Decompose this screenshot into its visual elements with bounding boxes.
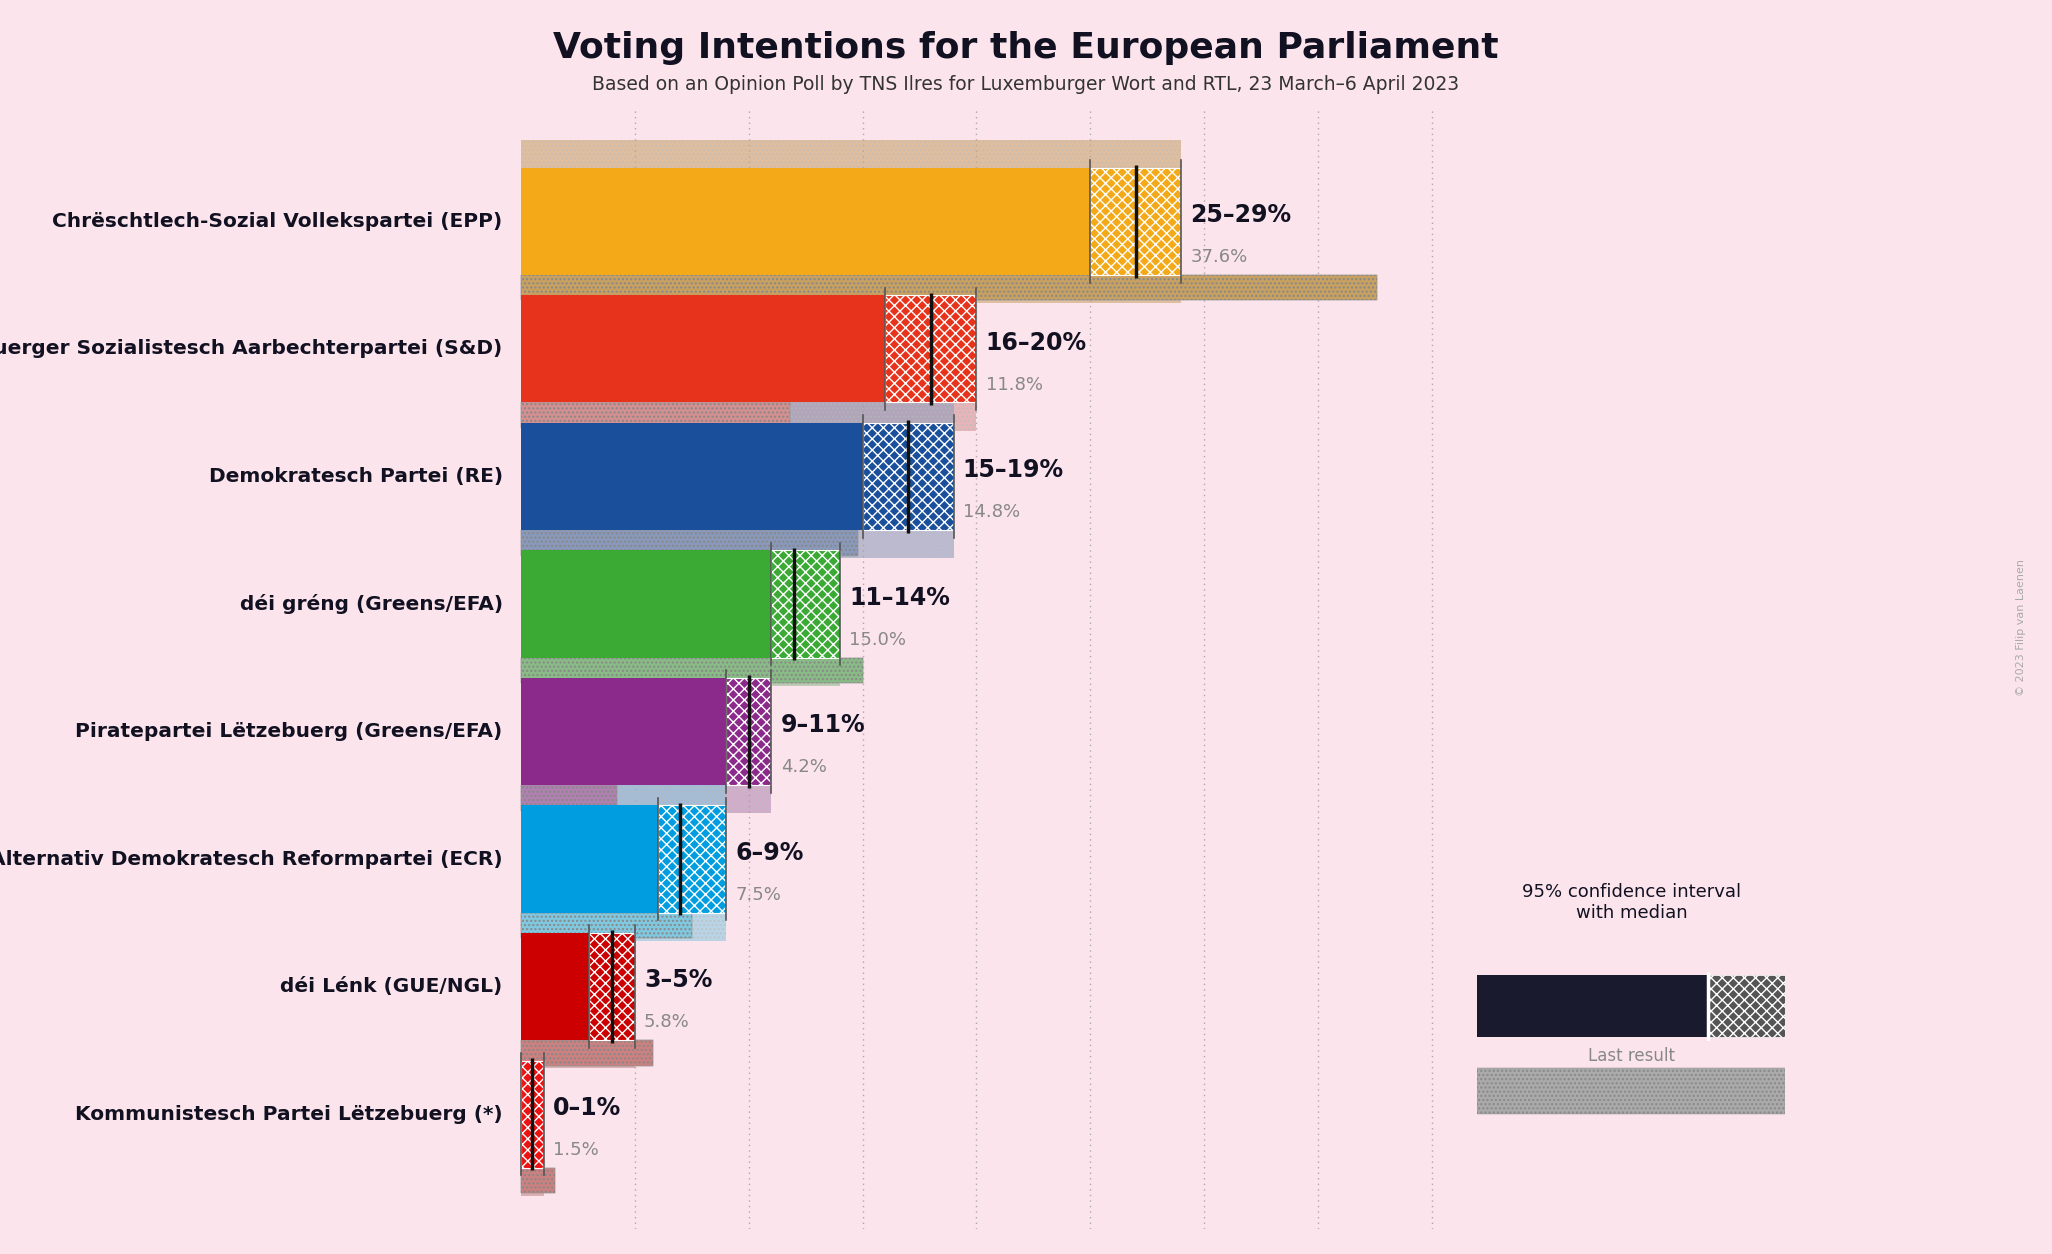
Text: Voting Intentions for the European Parliament: Voting Intentions for the European Parli… (554, 31, 1498, 65)
Bar (521, 785, 616, 810)
Bar (521, 657, 862, 683)
Text: © 2023 Filip van Laenen: © 2023 Filip van Laenen (2017, 558, 2025, 696)
Bar (521, 805, 657, 913)
Bar (1477, 976, 1707, 1037)
Text: Demokratesch Partei (RE): Demokratesch Partei (RE) (209, 466, 503, 487)
Text: 1.5%: 1.5% (552, 1141, 599, 1159)
Bar (884, 296, 977, 403)
Text: 5.8%: 5.8% (644, 1013, 689, 1031)
Text: Based on an Opinion Poll by TNS Ilres for Luxemburger Wort and RTL, 23 March–6 A: Based on an Opinion Poll by TNS Ilres fo… (593, 75, 1459, 94)
Bar (521, 1167, 556, 1194)
Bar (521, 913, 692, 938)
Bar (862, 423, 954, 530)
Bar (521, 1061, 544, 1167)
Bar (521, 650, 772, 813)
Bar (521, 523, 839, 686)
Text: 11–14%: 11–14% (850, 586, 950, 609)
Text: Lëtzebuerger Sozialistesch Aarbechterpartei (S&D): Lëtzebuerger Sozialistesch Aarbechterpar… (0, 340, 503, 359)
Text: 3–5%: 3–5% (644, 968, 712, 992)
Bar (521, 913, 692, 938)
Text: déi Lénk (GUE/NGL): déi Lénk (GUE/NGL) (281, 977, 503, 996)
Text: déi gréng (Greens/EFA): déi gréng (Greens/EFA) (240, 594, 503, 614)
Text: 16–20%: 16–20% (985, 331, 1088, 355)
Bar (521, 551, 772, 657)
Bar (521, 530, 858, 556)
Text: 15.0%: 15.0% (850, 631, 905, 648)
Bar (521, 1040, 653, 1066)
Bar (521, 395, 954, 558)
Bar (521, 777, 726, 940)
Text: 7.5%: 7.5% (735, 885, 782, 904)
Bar (521, 139, 1182, 303)
Bar (521, 1032, 544, 1196)
Bar (521, 678, 726, 785)
Bar (521, 423, 862, 530)
Text: Piratepartei Lëtzebuerg (Greens/EFA): Piratepartei Lëtzebuerg (Greens/EFA) (76, 722, 503, 741)
Bar (772, 551, 839, 657)
Text: 4.2%: 4.2% (780, 759, 827, 776)
Bar (521, 1040, 653, 1066)
Bar (726, 678, 772, 785)
Bar (589, 933, 634, 1040)
Text: Kommunistesch Partei Lëtzebuerg (*): Kommunistesch Partei Lëtzebuerg (*) (76, 1105, 503, 1124)
Bar (521, 530, 858, 556)
Bar (521, 933, 589, 1040)
Bar (521, 275, 1377, 301)
Bar (521, 168, 1090, 275)
Text: 6–9%: 6–9% (735, 840, 804, 865)
Bar (521, 403, 790, 428)
Bar (521, 403, 790, 428)
Bar (521, 275, 1377, 301)
Bar (521, 267, 977, 430)
Text: 95% confidence interval
with median: 95% confidence interval with median (1523, 883, 1740, 922)
Text: Last result: Last result (1588, 1047, 1674, 1065)
Bar (1707, 976, 1785, 1037)
Text: 9–11%: 9–11% (780, 714, 866, 737)
Text: 25–29%: 25–29% (1190, 203, 1291, 227)
Bar (521, 657, 862, 683)
Bar (521, 1167, 556, 1194)
Bar (521, 785, 616, 810)
Text: 11.8%: 11.8% (985, 376, 1042, 394)
Text: Alternativ Demokratesch Reformpartei (ECR): Alternativ Demokratesch Reformpartei (EC… (0, 849, 503, 869)
Bar (657, 805, 726, 913)
Text: 37.6%: 37.6% (1190, 248, 1248, 266)
Text: 14.8%: 14.8% (962, 503, 1020, 522)
Bar (1090, 168, 1182, 275)
Text: 15–19%: 15–19% (962, 458, 1063, 482)
Bar (521, 905, 634, 1068)
Text: 0–1%: 0–1% (552, 1096, 622, 1120)
Text: Chrëschtlech-Sozial Vollekspartei (EPP): Chrëschtlech-Sozial Vollekspartei (EPP) (53, 212, 503, 231)
Bar (521, 296, 884, 403)
